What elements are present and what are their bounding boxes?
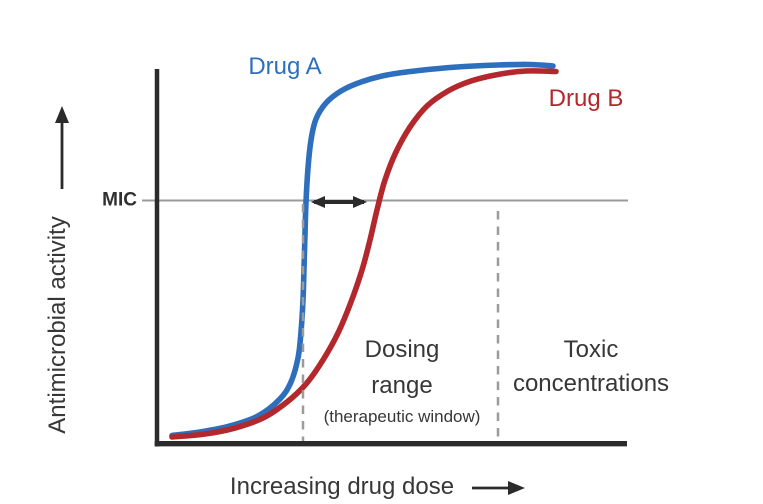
dosing-range-line2: range	[371, 372, 433, 399]
mic-label: MIC	[102, 189, 137, 211]
toxic-concentrations-annotation: Toxic concentrations	[513, 333, 669, 401]
drug-a-curve	[169, 61, 556, 439]
drug-a-label: Drug A	[248, 53, 322, 80]
drug-b-curve	[169, 68, 559, 440]
therapeutic-window-label: (therapeutic window)	[323, 407, 481, 426]
dosing-range-annotation: Dosing range (therapeutic window)	[324, 332, 481, 430]
toxic-line1: Toxic	[563, 336, 619, 363]
x-axis-label: Increasing drug dose	[229, 473, 455, 500]
dosing-range-line1: Dosing	[364, 336, 440, 363]
toxic-line2: concentrations	[512, 370, 670, 397]
y-axis-label: Antimicrobial activity	[44, 216, 71, 434]
drug-b-label: Drug B	[548, 85, 624, 112]
